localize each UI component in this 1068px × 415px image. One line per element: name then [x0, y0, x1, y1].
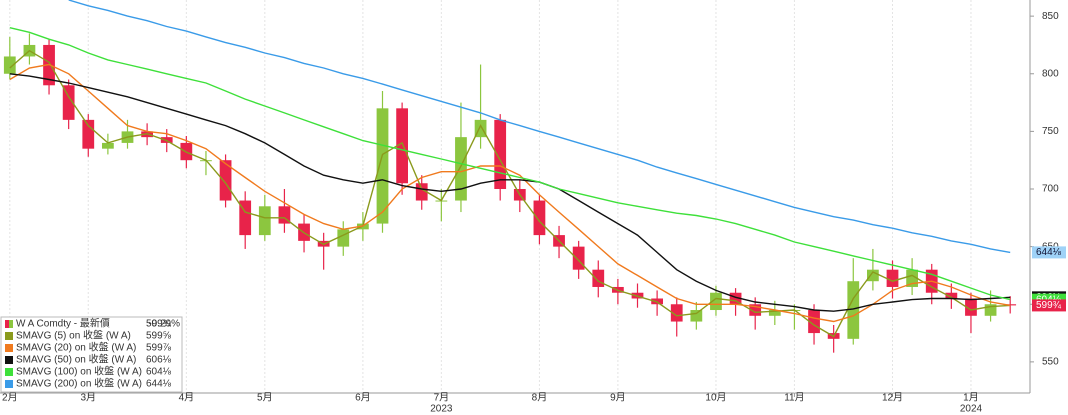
candle-body	[886, 269, 899, 287]
x-group-label: 2023	[430, 404, 453, 415]
ma-line	[9, 27, 1011, 301]
candle-body	[690, 310, 703, 322]
candle-body	[906, 269, 918, 287]
candle-body	[670, 304, 683, 322]
legend-value: 599⅞	[146, 343, 172, 354]
legend-swatch	[5, 320, 9, 328]
y-tick-label: 550	[1042, 357, 1059, 368]
candle-body	[337, 229, 350, 247]
candle-body	[278, 206, 291, 224]
value-tag-bg	[1032, 299, 1066, 312]
legend-change: -0.29%	[148, 319, 180, 330]
x-tick-label: 5月	[257, 392, 273, 404]
legend-swatch	[5, 332, 13, 340]
legend-swatch	[9, 320, 13, 328]
x-tick-label: 1月	[963, 392, 979, 404]
legend-label: SMAVG (20) on 收盤 (W A)	[16, 341, 136, 354]
legend-label: SMAVG (50) on 收盤 (W A)	[16, 353, 136, 366]
candle-body	[710, 292, 722, 311]
candle-body	[219, 160, 232, 201]
candle-body	[494, 119, 507, 190]
ma-line	[9, 49, 1011, 338]
candle-body	[867, 269, 879, 282]
legend-box	[0, 316, 183, 393]
legend-value: 599⅝	[146, 331, 172, 342]
candle-body	[62, 85, 75, 120]
legend-label: SMAVG (200) on 收盤 (W A)	[16, 377, 142, 390]
legend-swatch	[5, 356, 13, 364]
candle-body	[258, 206, 271, 236]
x-tick-label: 2月	[2, 392, 18, 404]
x-tick-label: 4月	[179, 392, 195, 404]
value-tag-bg	[1032, 246, 1066, 259]
candle-body	[102, 142, 114, 149]
ma-line	[68, 0, 1011, 254]
candle-body	[3, 56, 16, 74]
candle-body	[376, 108, 389, 224]
x-tick-label: 9月	[610, 392, 626, 404]
legend-swatch	[5, 380, 13, 388]
legend-label: W A Comdty - 最新價	[16, 317, 110, 330]
ma-line	[9, 73, 1011, 312]
x-tick-label: 12月	[882, 392, 903, 404]
y-tick-label: 800	[1042, 68, 1059, 79]
legend-label: SMAVG (5) on 收盤 (W A)	[16, 329, 131, 342]
candle-body	[415, 183, 428, 201]
legend-swatch	[5, 368, 13, 376]
ma-line	[9, 63, 1011, 323]
legend-value: 604⅛	[146, 367, 172, 378]
value-tag: 644⅛	[1036, 247, 1062, 258]
candle-body	[749, 304, 762, 316]
legend-value: 644⅛	[146, 379, 172, 390]
candle-body	[82, 119, 95, 149]
candle-body	[984, 304, 997, 316]
x-tick-label: 7月	[434, 392, 450, 404]
candle-body	[592, 269, 605, 287]
candle-body	[768, 310, 781, 316]
legend-value: 606⅛	[146, 355, 172, 366]
legend-label: SMAVG (100) on 收盤 (W A)	[16, 365, 142, 378]
x-tick-label: 11月	[784, 392, 804, 404]
legend-swatch	[5, 344, 13, 352]
candle-body	[533, 200, 546, 236]
candle-body	[729, 292, 742, 305]
candle-body	[396, 108, 408, 184]
candle-body	[965, 298, 977, 316]
legend: W A Comdty - 最新價 599¾-0.29% SMAVG (5) on 收…	[0, 316, 183, 393]
y-tick-label: 700	[1042, 184, 1059, 195]
y-tick-label: 750	[1042, 126, 1059, 137]
x-tick-label: 8月	[532, 392, 548, 404]
candle-body	[455, 137, 467, 201]
legend-value: 599¾	[146, 319, 172, 330]
x-tick-label: 10月	[705, 392, 726, 404]
y-tick-label: 850	[1042, 11, 1059, 22]
x-group-label: 2024	[960, 404, 983, 415]
x-tick-label: 6月	[355, 392, 371, 404]
x-tick-label: 3月	[80, 392, 96, 404]
value-tag: 599¾	[1036, 300, 1062, 311]
candle-body	[808, 310, 820, 334]
candle-body	[572, 246, 585, 270]
candle-body	[239, 200, 252, 236]
candle-body	[847, 281, 860, 339]
candle-body	[474, 119, 487, 138]
candle-body	[945, 292, 958, 299]
